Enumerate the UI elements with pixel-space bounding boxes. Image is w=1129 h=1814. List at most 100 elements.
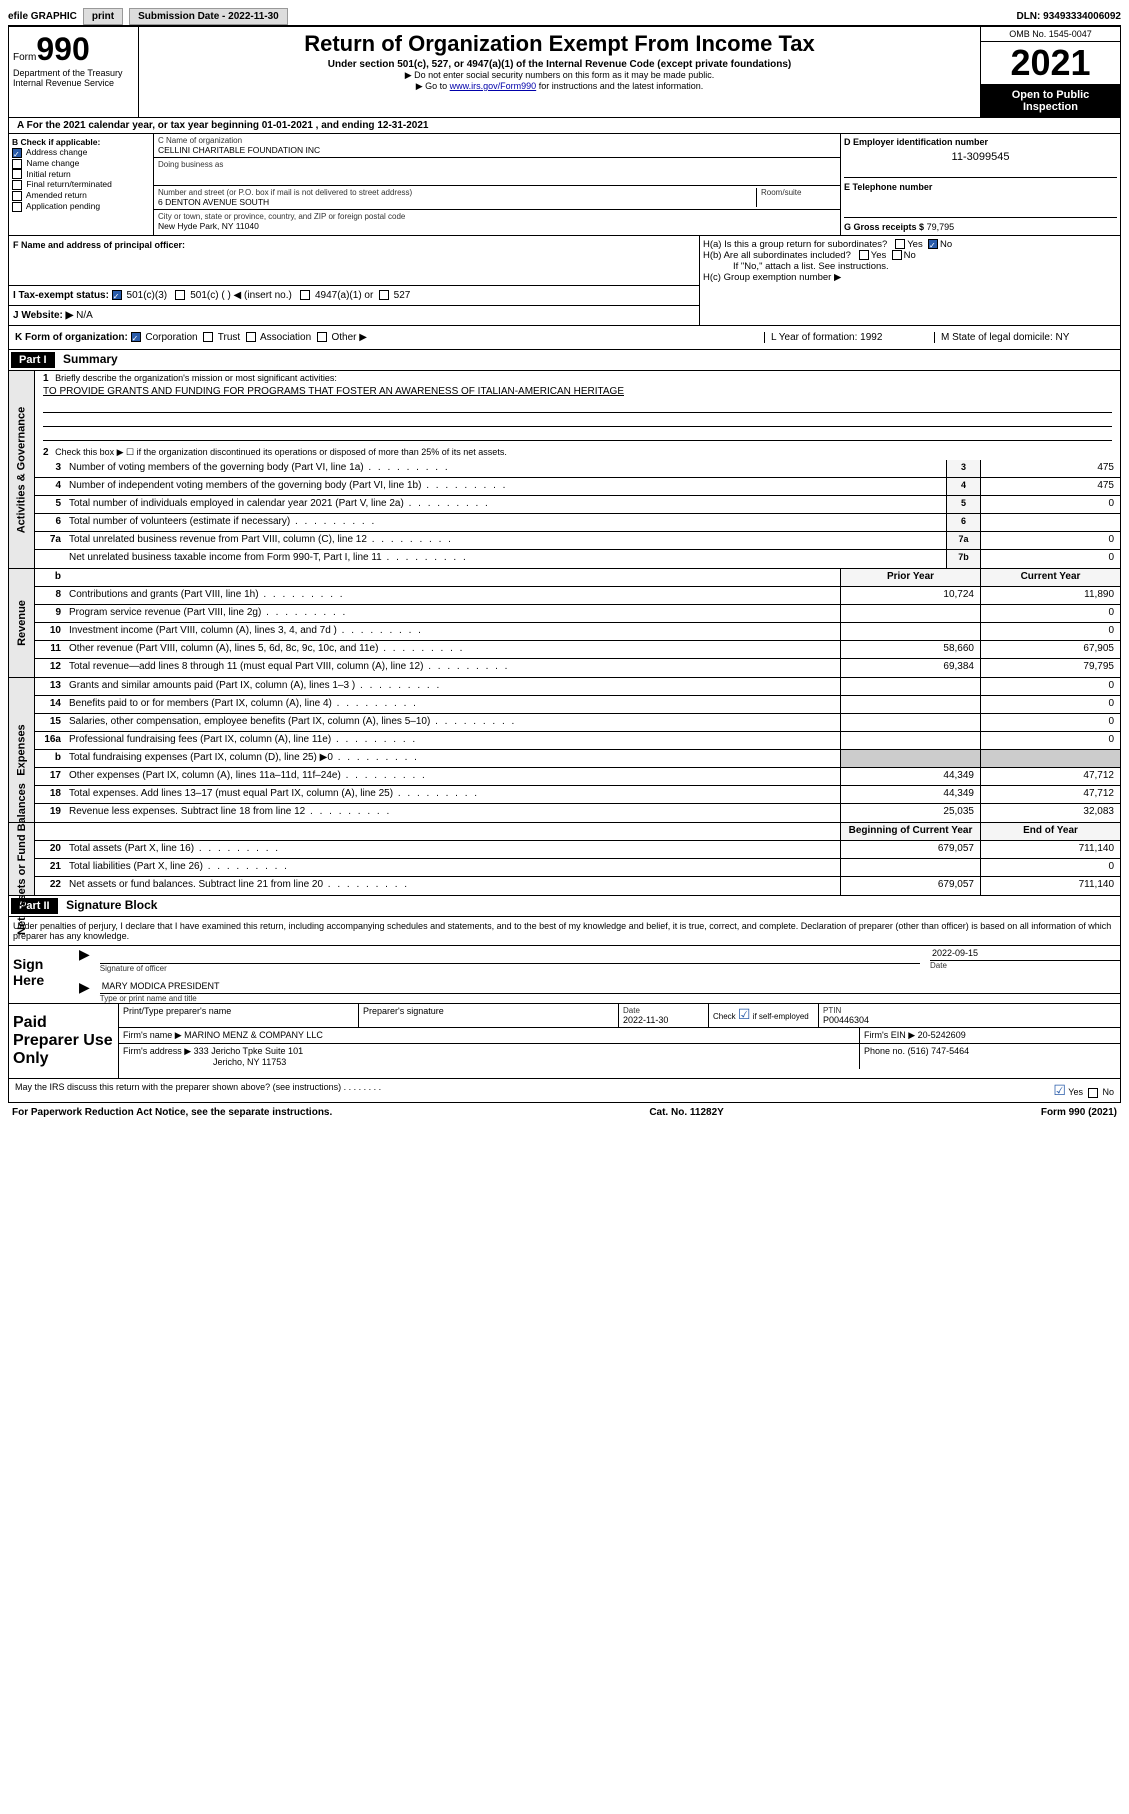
line-num: 9 — [35, 605, 65, 622]
line-text: Professional fundraising fees (Part IX, … — [65, 732, 840, 749]
prep-sig-label: Preparer's signature — [359, 1004, 619, 1027]
tax-year: 2021 — [981, 42, 1120, 85]
line-val: 475 — [980, 460, 1120, 477]
firm-phone: (516) 747-5464 — [908, 1046, 970, 1056]
prior-val — [840, 605, 980, 622]
prior-val — [840, 623, 980, 640]
gross-receipts: 79,795 — [927, 222, 955, 232]
initial-return-check[interactable] — [12, 169, 22, 179]
4947-check[interactable] — [300, 290, 310, 300]
submission-date: Submission Date - 2022-11-30 — [129, 8, 288, 25]
irs-link[interactable]: www.irs.gov/Form990 — [450, 81, 537, 91]
line-text: Total revenue—add lines 8 through 11 (mu… — [65, 659, 840, 677]
line-num: 20 — [35, 841, 65, 858]
current-val: 47,712 — [980, 768, 1120, 785]
dln: DLN: 93493334006092 — [1016, 11, 1121, 22]
line-text: Investment income (Part VIII, column (A)… — [65, 623, 840, 640]
prior-year-header: Prior Year — [840, 569, 980, 586]
line-box: 4 — [946, 478, 980, 495]
current-val: 0 — [980, 714, 1120, 731]
current-val: 711,140 — [980, 877, 1120, 895]
line-text: Other expenses (Part IX, column (A), lin… — [65, 768, 840, 785]
hb-label: H(b) Are all subordinates included? — [703, 250, 851, 261]
cat-no: Cat. No. 11282Y — [649, 1107, 723, 1118]
ha-no[interactable] — [928, 239, 938, 249]
app-pending-check[interactable] — [12, 202, 22, 212]
501c3-check[interactable] — [112, 290, 122, 300]
section-f-h: F Name and address of principal officer:… — [8, 236, 1121, 326]
line-text: Total number of individuals employed in … — [65, 496, 946, 513]
line-num — [35, 550, 65, 568]
line-text: Net assets or fund balances. Subtract li… — [65, 877, 840, 895]
note1: ▶ Do not enter social security numbers o… — [147, 70, 972, 81]
line-num: 10 — [35, 623, 65, 640]
discuss-no[interactable] — [1088, 1088, 1098, 1098]
subtitle: Under section 501(c), 527, or 4947(a)(1)… — [147, 59, 972, 70]
tel-label: E Telephone number — [844, 182, 1117, 192]
tax-status-label: I Tax-exempt status: — [13, 290, 109, 301]
form-header: Form990 Department of the Treasury Inter… — [8, 25, 1121, 118]
mission: TO PROVIDE GRANTS AND FUNDING FOR PROGRA… — [39, 384, 1116, 399]
line-text: Other revenue (Part VIII, column (A), li… — [65, 641, 840, 658]
q1: Briefly describe the organization's miss… — [55, 373, 337, 383]
prior-val: 10,724 — [840, 587, 980, 604]
line-num: 6 — [35, 514, 65, 531]
prior-val — [840, 696, 980, 713]
expenses-section: Expenses 13Grants and similar amounts pa… — [8, 678, 1121, 823]
declaration: Under penalties of perjury, I declare th… — [8, 917, 1121, 946]
prior-val: 44,349 — [840, 768, 980, 785]
date-label: Date — [930, 961, 1120, 970]
street-address: 6 DENTON AVENUE SOUTH — [158, 197, 756, 207]
assoc-check[interactable] — [246, 332, 256, 342]
print-button[interactable]: print — [83, 8, 123, 25]
line-val: 0 — [980, 550, 1120, 568]
state-domicile: M State of legal domicile: NY — [934, 332, 1114, 343]
hb-yes[interactable] — [859, 250, 869, 260]
final-return-check[interactable] — [12, 180, 22, 190]
open-public: Open to Public Inspection — [981, 85, 1120, 117]
part1-title: Summary — [63, 352, 118, 366]
527-check[interactable] — [379, 290, 389, 300]
officer-name: MARY MODICA PRESIDENT — [100, 979, 1120, 994]
501c-check[interactable] — [175, 290, 185, 300]
form-number: 990 — [36, 31, 89, 67]
discuss-q: May the IRS discuss this return with the… — [15, 1082, 1053, 1099]
hb-no[interactable] — [892, 250, 902, 260]
name-change-check[interactable] — [12, 159, 22, 169]
line-val: 0 — [980, 496, 1120, 513]
hc-label: H(c) Group exemption number ▶ — [703, 272, 1117, 283]
line-num: 14 — [35, 696, 65, 713]
line-text: Net unrelated business taxable income fr… — [65, 550, 946, 568]
line-text: Revenue less expenses. Subtract line 18 … — [65, 804, 840, 822]
line-text: Total fundraising expenses (Part IX, col… — [65, 750, 840, 767]
corp-check[interactable] — [131, 332, 141, 342]
website-label: J Website: ▶ — [13, 310, 73, 321]
line-num: 21 — [35, 859, 65, 876]
current-year-header: Current Year — [980, 569, 1120, 586]
line-text: Total liabilities (Part X, line 26) — [65, 859, 840, 876]
line-val: 475 — [980, 478, 1120, 495]
trust-check[interactable] — [203, 332, 213, 342]
line-num: 4 — [35, 478, 65, 495]
line-text: Number of voting members of the governin… — [65, 460, 946, 477]
year-formation: L Year of formation: 1992 — [764, 332, 934, 343]
current-val: 0 — [980, 678, 1120, 695]
org-name: CELLINI CHARITABLE FOUNDATION INC — [158, 145, 836, 155]
firm-name: MARINO MENZ & COMPANY LLC — [184, 1030, 323, 1040]
line-num: 15 — [35, 714, 65, 731]
prior-val: 58,660 — [840, 641, 980, 658]
part2-title: Signature Block — [66, 898, 157, 912]
current-val — [980, 750, 1120, 767]
line-box: 5 — [946, 496, 980, 513]
sign-here: Sign Here ▶ Signature of officer 2022-09… — [8, 946, 1121, 1004]
irs-label: Internal Revenue Service — [13, 78, 134, 88]
efile-label: efile GRAPHIC — [8, 11, 77, 22]
current-val: 0 — [980, 696, 1120, 713]
line-text: Total number of volunteers (estimate if … — [65, 514, 946, 531]
amended-check[interactable] — [12, 191, 22, 201]
line-num: 18 — [35, 786, 65, 803]
website-val: N/A — [76, 310, 93, 321]
other-check[interactable] — [317, 332, 327, 342]
addr-change-check[interactable] — [12, 148, 22, 158]
ha-yes[interactable] — [895, 239, 905, 249]
